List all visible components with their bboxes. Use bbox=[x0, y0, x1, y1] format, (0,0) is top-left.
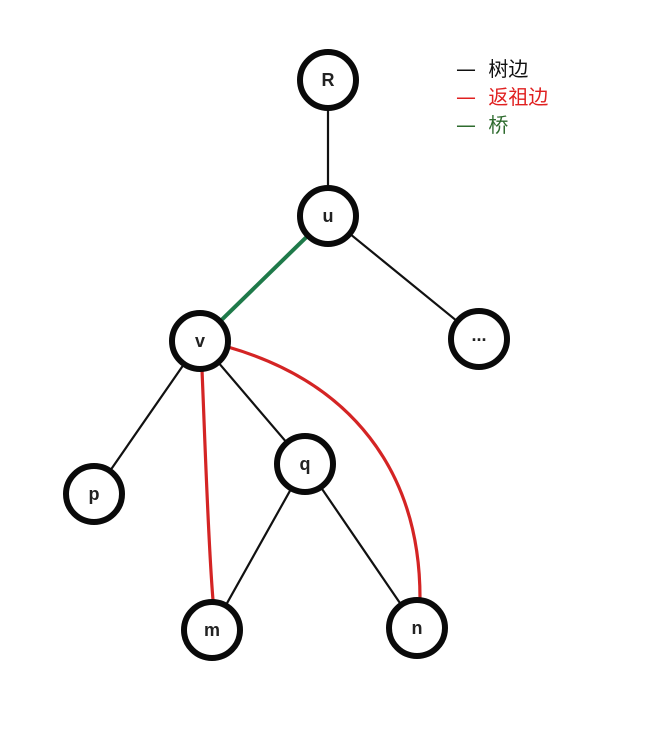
tree-edge-v-q bbox=[217, 361, 288, 444]
legend-bridge-symbol: — bbox=[456, 113, 476, 137]
nodes-layer: Ru v ... p q m n bbox=[63, 49, 510, 661]
node-n-label: n bbox=[412, 618, 423, 638]
legend-back-symbol: — bbox=[456, 85, 476, 109]
node-u-circle bbox=[297, 185, 359, 247]
legend: — 树边 — 返祖边 — 桥 bbox=[456, 57, 548, 137]
node-q: q bbox=[274, 433, 336, 495]
node-n-circle bbox=[386, 597, 448, 659]
node-dots-label: ... bbox=[471, 325, 486, 345]
node-R: R bbox=[297, 49, 359, 111]
legend-tree-label: 树边 bbox=[488, 57, 528, 81]
node-p-label: p bbox=[89, 484, 100, 504]
legend-item-back: — 返祖边 bbox=[456, 85, 548, 109]
node-v-label: v bbox=[195, 331, 205, 351]
node-u-label: u bbox=[323, 206, 334, 226]
node-u: u bbox=[297, 185, 359, 247]
bridge-edge-u-v bbox=[218, 233, 310, 324]
node-q-label: q bbox=[300, 454, 311, 474]
node-v: v bbox=[169, 310, 231, 372]
legend-back-label: 返祖边 bbox=[488, 85, 548, 109]
node-v-circle bbox=[169, 310, 231, 372]
legend-item-tree: — 树边 bbox=[456, 57, 528, 81]
node-dots: ... bbox=[448, 308, 510, 370]
legend-tree-symbol: — bbox=[456, 57, 476, 81]
node-m-circle bbox=[181, 599, 243, 661]
node-R-label: R bbox=[322, 70, 335, 90]
edges-layer bbox=[108, 106, 459, 607]
back-edge-n-v bbox=[226, 345, 422, 600]
node-m: m bbox=[181, 599, 243, 661]
legend-bridge-label: 桥 bbox=[488, 113, 508, 137]
tree-edge-q-m bbox=[224, 487, 293, 607]
tree-edge-u-dots bbox=[348, 232, 459, 323]
node-p: p bbox=[63, 463, 125, 525]
node-m-label: m bbox=[204, 620, 220, 640]
node-n: n bbox=[386, 597, 448, 659]
back-edge-m-v bbox=[200, 368, 215, 602]
node-dots-circle bbox=[448, 308, 510, 370]
node-p-circle bbox=[63, 463, 125, 525]
node-R-circle bbox=[297, 49, 359, 111]
tree-edge-q-n bbox=[319, 486, 403, 606]
node-q-circle bbox=[274, 433, 336, 495]
tree-edge-v-p bbox=[108, 362, 186, 473]
legend-item-bridge: — 桥 bbox=[456, 113, 508, 137]
